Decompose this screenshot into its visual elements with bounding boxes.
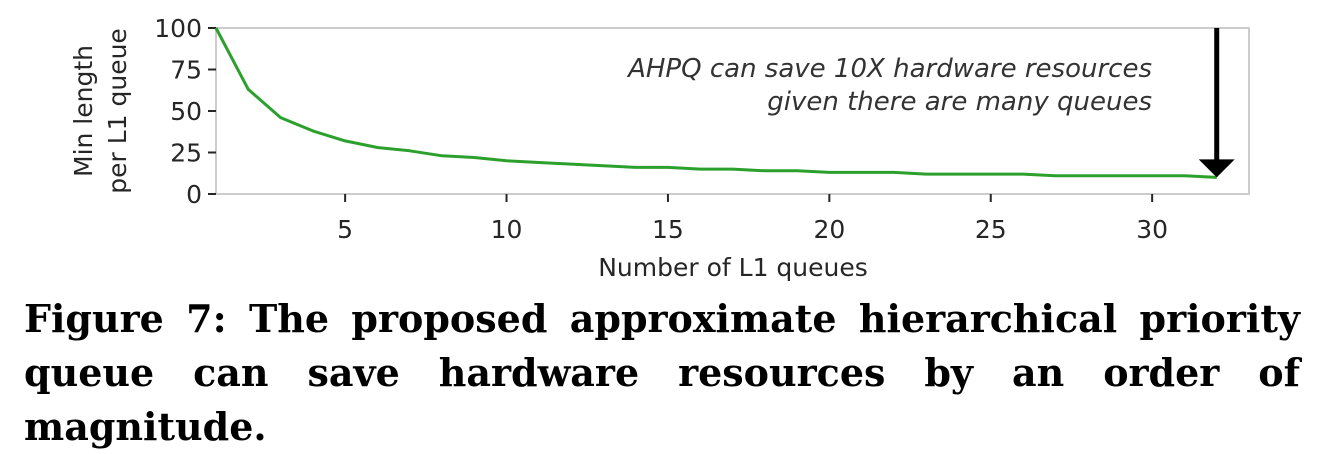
x-tick-label: 15 [652,215,684,244]
x-axis-title: Number of L1 queues [598,253,868,282]
y-tick-label: 75 [170,56,202,85]
series-layer [214,27,1217,179]
annotation-arrow-head [1198,159,1235,178]
series-line [214,27,1217,179]
y-tick-label: 0 [186,180,202,209]
annotation-line-2: given there are many queues [767,87,1152,117]
annotation-line-1: AHPQ can save 10X hardware resources [626,54,1152,84]
y-tick-label: 100 [154,14,202,43]
y-axis-title-line-1: Min length [69,45,98,177]
y-axis: 0 25 50 75 100 [154,14,216,209]
x-tick-label: 10 [491,215,523,244]
y-axis-title-line-2: per L1 queue [103,28,132,194]
x-tick-label: 5 [337,215,353,244]
x-tick-label: 25 [975,215,1007,244]
y-tick-label: 25 [170,139,202,168]
x-tick-label: 30 [1136,215,1168,244]
y-tick-label: 50 [170,97,202,126]
line-chart: 0 25 50 75 100 5 10 15 20 25 30 AHPQ can save 10X… [69,14,1250,282]
x-tick-label: 20 [813,215,845,244]
figure-caption: Figure 7: The proposed approximate hiera… [24,296,1300,449]
x-axis: 5 10 15 20 25 30 [337,194,1168,244]
annotation: AHPQ can save 10X hardware resources giv… [626,28,1235,178]
